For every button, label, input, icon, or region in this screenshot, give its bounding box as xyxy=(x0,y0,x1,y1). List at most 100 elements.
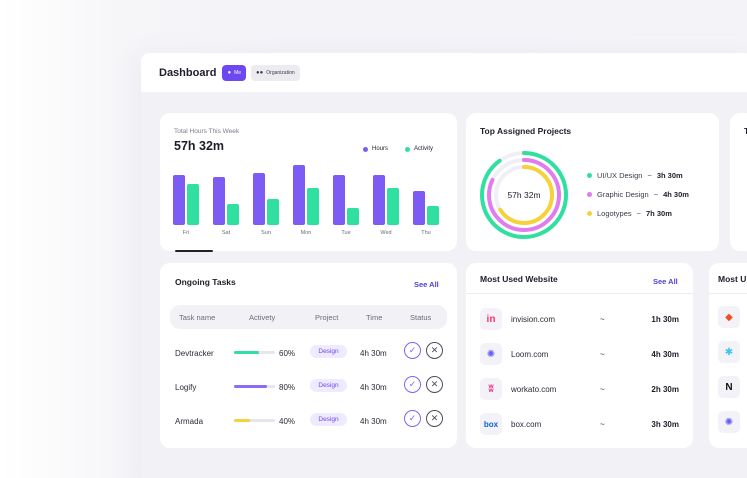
col-project: Project xyxy=(315,313,339,322)
x-tick-label: Sun xyxy=(261,230,271,236)
toggle-organization-button[interactable]: ●● Organization xyxy=(251,64,300,81)
task-percent: 40% xyxy=(279,417,296,426)
task-progress-bar xyxy=(234,385,275,388)
task-name: Armada xyxy=(175,417,204,426)
legend-hours: Hours xyxy=(363,146,388,152)
bar-hours-mon xyxy=(293,165,305,225)
bar-hours-sat xyxy=(213,177,225,225)
project-name: UI/UX Design xyxy=(597,171,643,180)
projects-title: Top Assigned Projects xyxy=(480,126,572,136)
col-task-name: Task name xyxy=(179,313,216,322)
apps-card: Most U ◆ ✱ N ✺ xyxy=(709,263,747,448)
site-name: Loom.com xyxy=(511,350,549,359)
x-tick-label: Fri xyxy=(183,230,189,236)
list-item[interactable]: ʬ workato.com ~ 2h 30m xyxy=(466,378,693,400)
hours-card: Total Hours This Week 57h 32m Hours Acti… xyxy=(160,113,457,252)
ring-arc-0 xyxy=(480,151,568,239)
site-sep: ~ xyxy=(600,350,605,359)
legend-hours-swatch xyxy=(363,146,368,152)
task-percent: 60% xyxy=(279,349,296,358)
project-tag[interactable]: Design xyxy=(310,413,347,426)
table-row[interactable]: Armada 40% Design 4h 30m ✓ ✕ xyxy=(160,410,457,432)
reject-close-icon[interactable]: ✕ xyxy=(426,376,443,393)
tasks-card: Ongoing Tasks See All Task name Activety… xyxy=(160,263,457,448)
project-value: 4h 30m xyxy=(663,190,689,199)
site-time: 1h 30m xyxy=(651,315,679,324)
bar-hours-thu xyxy=(413,191,425,225)
task-time: 4h 30m xyxy=(360,383,387,392)
bar-activity-wed xyxy=(387,188,399,225)
legend-activity-swatch xyxy=(405,146,410,152)
table-row[interactable]: Logify 80% Design 4h 30m ✓ ✕ xyxy=(160,376,457,398)
carousel-indicator[interactable] xyxy=(175,250,213,252)
col-status: Status xyxy=(410,313,432,322)
reject-close-icon[interactable]: ✕ xyxy=(426,342,443,359)
box-icon: box xyxy=(480,413,502,435)
bar-hours-sun xyxy=(253,173,265,225)
site-time: 3h 30m xyxy=(651,420,679,429)
approve-check-icon[interactable]: ✓ xyxy=(404,410,421,427)
task-progress-bar xyxy=(234,351,275,354)
bar-activity-sun xyxy=(267,199,279,225)
top-bar: Dashboard ● Me ●● Organization xyxy=(141,53,747,92)
notion-icon[interactable]: N xyxy=(718,376,740,398)
figma-icon[interactable]: ◆ xyxy=(718,306,740,328)
reject-close-icon[interactable]: ✕ xyxy=(426,410,443,427)
project-sep: ~ xyxy=(647,171,652,180)
site-sep: ~ xyxy=(600,420,605,429)
site-time: 4h 30m xyxy=(651,350,679,359)
bar-activity-mon xyxy=(307,188,319,225)
site-name: workato.com xyxy=(511,385,557,394)
ring-center-label: 57h 32m xyxy=(507,190,540,200)
projects-ring-chart: 57h 32m xyxy=(480,151,568,239)
project-tag[interactable]: Design xyxy=(310,345,347,358)
apps-title: Most U xyxy=(718,274,747,284)
approve-check-icon[interactable]: ✓ xyxy=(404,376,421,393)
project-item-uiux: UI/UX Design ~ 3h 30m xyxy=(587,171,683,180)
project-item-graphic: Graphic Design ~ 4h 30m xyxy=(587,190,689,199)
bar-hours-fri xyxy=(173,175,185,225)
project-tag[interactable]: Design xyxy=(310,379,347,392)
toggle-organization-label: Organization xyxy=(266,69,295,76)
websites-see-all-link[interactable]: See All xyxy=(653,277,678,286)
site-name: box.com xyxy=(511,420,542,429)
col-activity: Activety xyxy=(249,313,276,322)
task-progress-fill xyxy=(234,351,259,354)
slack-icon[interactable]: ✱ xyxy=(718,341,740,363)
divider xyxy=(709,293,747,294)
ring-arc-1 xyxy=(487,158,561,232)
x-tick-label: Sat xyxy=(222,230,231,236)
toggle-me-button[interactable]: ● Me xyxy=(222,64,247,81)
dashboard-window: Dashboard ● Me ●● Organization Total Hou… xyxy=(141,53,747,478)
tasks-see-all-link[interactable]: See All xyxy=(414,280,439,289)
hours-total: 57h 32m xyxy=(174,139,225,153)
ring-arc-2 xyxy=(494,165,554,225)
task-progress-bar xyxy=(234,419,275,422)
bar-activity-fri xyxy=(187,184,199,225)
site-sep: ~ xyxy=(600,385,605,394)
task-progress-fill xyxy=(234,385,267,388)
site-time: 2h 30m xyxy=(651,385,679,394)
col-time: Time xyxy=(366,313,383,322)
workato-icon: ʬ xyxy=(480,378,502,400)
user-icon: ● xyxy=(227,69,232,76)
x-tick-label: Wed xyxy=(380,230,391,236)
tasks-table-header: Task name Activety Project Time Status xyxy=(170,305,447,329)
list-item[interactable]: in invision.com ~ 1h 30m xyxy=(466,308,693,330)
list-item[interactable]: box box.com ~ 3h 30m xyxy=(466,413,693,435)
project-sep: ~ xyxy=(653,190,659,199)
table-row[interactable]: Devtracker 60% Design 4h 30m ✓ ✕ xyxy=(160,342,457,364)
websites-card: Most Used Website See All in invision.co… xyxy=(466,263,693,448)
project-name: Graphic Design xyxy=(597,190,649,199)
project-swatch xyxy=(587,192,592,197)
list-item[interactable]: ✺ Loom.com ~ 4h 30m xyxy=(466,343,693,365)
legend-activity: Activity xyxy=(405,146,433,152)
task-progress-fill xyxy=(234,419,251,422)
loom-icon[interactable]: ✺ xyxy=(718,411,740,433)
project-swatch xyxy=(587,211,592,216)
divider xyxy=(466,293,693,294)
page-title: Dashboard xyxy=(159,66,217,79)
task-time: 4h 30m xyxy=(360,417,387,426)
websites-title: Most Used Website xyxy=(480,274,558,284)
approve-check-icon[interactable]: ✓ xyxy=(404,342,421,359)
